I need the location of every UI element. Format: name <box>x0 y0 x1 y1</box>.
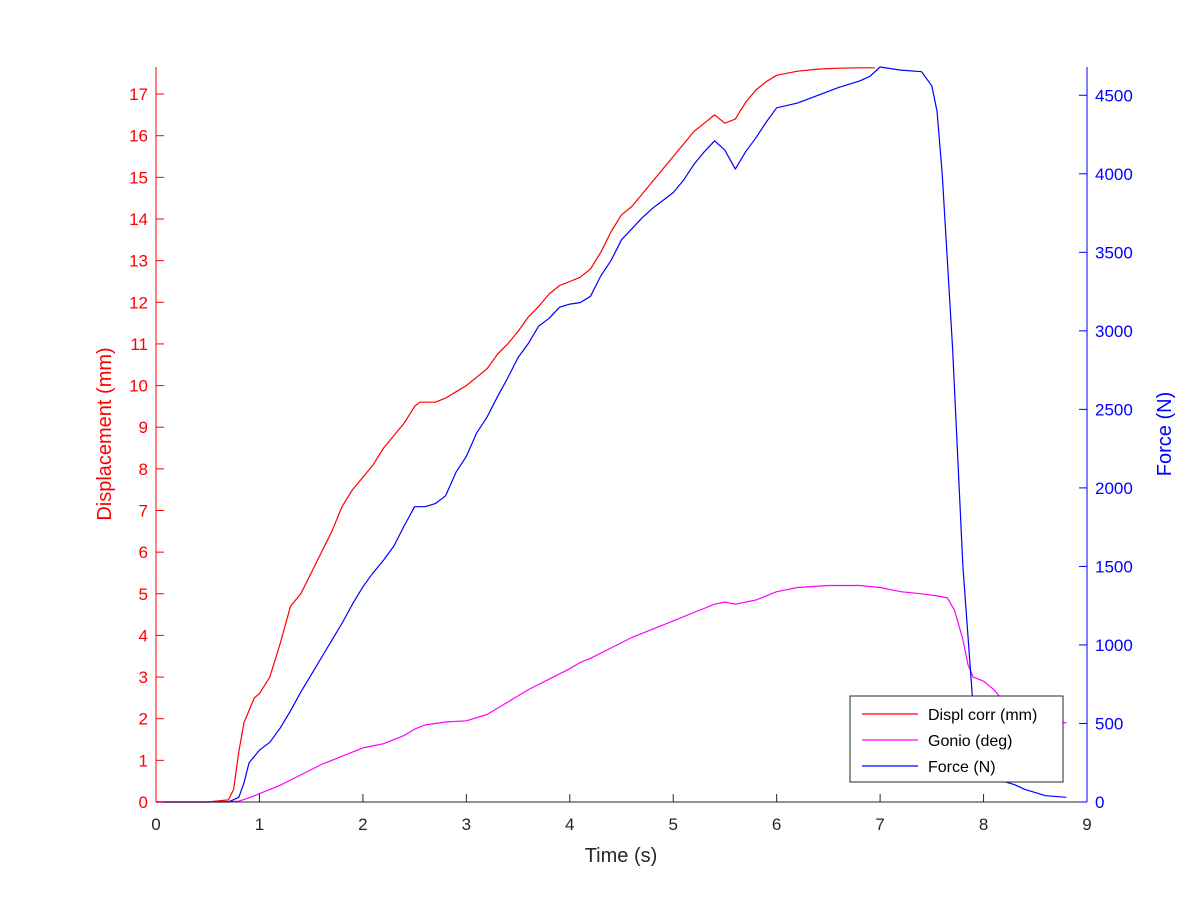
x-axis-title: Time (s) <box>585 845 658 867</box>
y-right-tick-label: 1500 <box>1095 557 1133 576</box>
y-left-tick-label: 5 <box>139 585 148 604</box>
y-left-tick-label: 7 <box>139 501 148 520</box>
y-left-tick-label: 15 <box>129 168 148 187</box>
y-right-tick-label: 2000 <box>1095 479 1133 498</box>
y-axis-right-title: Force (N) <box>1154 392 1176 476</box>
y-left-tick-label: 9 <box>139 418 148 437</box>
y-left-tick-label: 16 <box>129 127 148 146</box>
series-line-2 <box>156 66 1067 803</box>
legend-label: Force (N) <box>928 759 996 776</box>
y-left-tick-label: 14 <box>129 210 148 229</box>
y-right-tick-label: 3000 <box>1095 322 1133 341</box>
plot-background <box>156 67 1087 802</box>
y-right-tick-label: 4000 <box>1095 165 1133 184</box>
series-line-1 <box>156 584 1067 803</box>
x-tick-label: 9 <box>1082 815 1091 834</box>
y-left-tick-label: 1 <box>139 751 148 770</box>
y-axis-left-title: Displacement (mm) <box>94 347 116 520</box>
y-left-tick-label: 17 <box>129 85 148 104</box>
y-left-tick-label: 8 <box>139 460 148 479</box>
y-left-tick-label: 6 <box>139 543 148 562</box>
x-tick-label: 6 <box>772 815 781 834</box>
legend-box <box>849 695 1064 783</box>
y-right-tick-label: 500 <box>1095 714 1123 733</box>
y-right-tick-label: 0 <box>1095 793 1104 812</box>
series-line-0 <box>156 67 875 803</box>
y-right-tick-label: 3500 <box>1095 243 1133 262</box>
series-layer <box>156 66 1067 803</box>
y-left-tick-label: 2 <box>139 710 148 729</box>
y-right-tick-label: 4500 <box>1095 86 1133 105</box>
x-tick-label: 4 <box>565 815 574 834</box>
x-tick-label: 2 <box>358 815 367 834</box>
y-right-tick-label: 1000 <box>1095 636 1133 655</box>
x-tick-label: 1 <box>255 815 264 834</box>
y-axis-right: 0 500 1000 1500 2000 2500 3000 3500 4000 4500 <box>1079 67 1133 812</box>
legend-label: Displ corr (mm) <box>928 707 1037 724</box>
y-left-tick-label: 0 <box>139 793 148 812</box>
y-left-tick-label: 12 <box>129 293 148 312</box>
x-tick-label: 5 <box>668 815 677 834</box>
y-left-tick-label: 4 <box>139 626 148 645</box>
legend-label: Gonio (deg) <box>928 733 1013 750</box>
y-left-tick-label: 10 <box>129 377 148 396</box>
y-right-tick-label: 2500 <box>1095 400 1133 419</box>
x-tick-label: 3 <box>462 815 471 834</box>
y-left-tick-label: 3 <box>139 668 148 687</box>
y-left-tick-label: 13 <box>129 252 148 271</box>
x-tick-label: 8 <box>979 815 988 834</box>
x-tick-label: 7 <box>875 815 884 834</box>
x-tick-label: 0 <box>151 815 160 834</box>
y-left-tick-label: 11 <box>130 335 148 354</box>
legend: Displ corr (mm) Gonio (deg) Force (N) <box>849 695 1064 783</box>
x-axis: 0 1 2 3 4 5 6 7 8 9 <box>151 794 1092 834</box>
